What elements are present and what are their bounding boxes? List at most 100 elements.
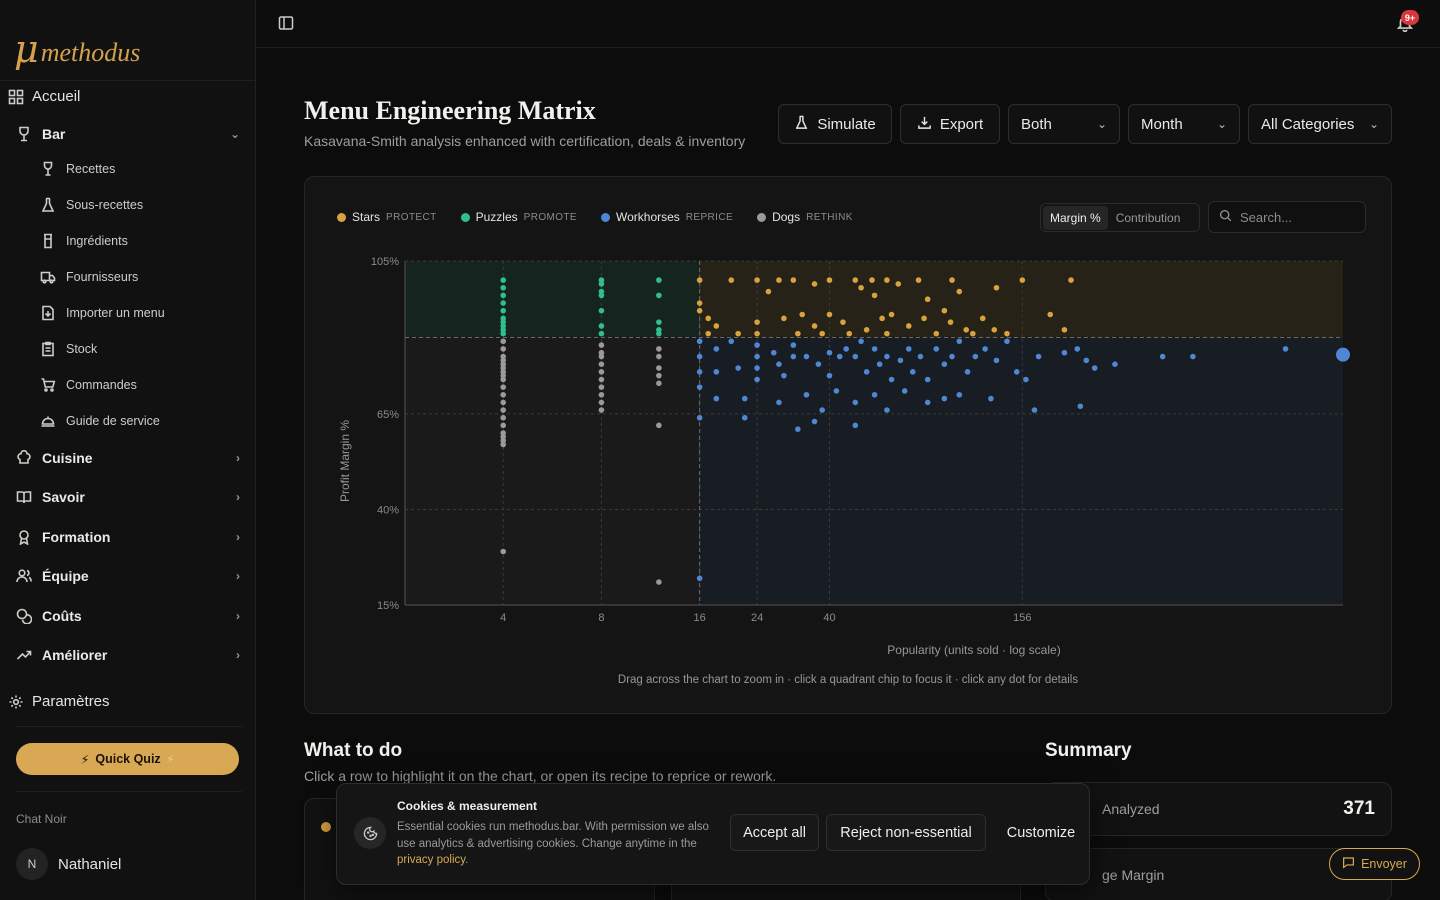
legend-chip-puzzles[interactable]: Puzzles PROMOTE [460,210,577,224]
legend-dot [757,212,767,222]
quick-quiz-button[interactable]: ⚡ Quick Quiz ⚡ [16,743,239,775]
privacy-policy-link[interactable]: privacy policy [397,854,466,866]
sidebar-group-formation[interactable]: Formation › [16,529,240,545]
legend-chip-workhorses[interactable]: Workhorses REPRICE [601,210,733,224]
sidebar-item-commandes[interactable]: Commandes [40,377,137,393]
matrix-scatter-chart[interactable]: 105% 65% 40% 15% 4 8 16 24 40 156 Popularity (unit… [305,240,1375,660]
data-point-stars [991,327,998,333]
sidebar: μ methodus Accueil Bar ⌄ Recettes Sous-r… [0,0,256,900]
sidebar-divider [0,80,256,81]
period-select-value: Month [1141,115,1183,133]
data-point-stars [811,323,818,329]
sidebar-group-cuisine[interactable]: Cuisine › [16,450,240,466]
data-point-stars [924,296,931,303]
toggle-contribution[interactable]: Contribution [1115,210,1181,225]
sidebar-item-parametres[interactable]: Paramètres [8,693,110,710]
type-select[interactable]: Both ⌄ [1008,104,1120,144]
accept-all-button[interactable]: Accept all [730,814,819,851]
send-feedback-button[interactable]: Envoyer [1329,848,1420,880]
data-point-dogs [500,384,507,390]
status-dot [321,822,331,832]
data-point-dogs [598,376,605,383]
sidebar-group-ameliorer[interactable]: Améliorer › [16,647,240,663]
export-button[interactable]: Export [900,104,1000,144]
quadrant-puzzles [405,261,700,338]
user-menu[interactable]: N Nathaniel [16,848,121,880]
sidebar-item-label: Accueil [32,88,81,105]
cloche-icon [40,413,56,429]
category-select[interactable]: All Categories ⌄ [1248,104,1392,144]
simulate-button[interactable]: Simulate [778,104,892,144]
sidebar-toggle-icon[interactable] [278,15,296,33]
data-point-workhorses [964,369,971,375]
data-point-puzzles [656,292,662,299]
metric-toggle: Margin % Contribution [1040,203,1200,232]
data-point-puzzles [598,330,605,337]
sidebar-group-equipe[interactable]: Équipe › [16,568,240,584]
quick-quiz-label: Quick Quiz [95,752,161,766]
x-tick-label: 8 [598,612,604,624]
data-point-stars [1004,330,1010,337]
type-select-value: Both [1021,115,1052,133]
legend-chip-dogs[interactable]: Dogs RETHINK [757,210,853,224]
sidebar-item-guide-service[interactable]: Guide de service [40,413,160,429]
sidebar-group-savoir[interactable]: Savoir › [16,489,240,505]
sidebar-item-label: Guide de service [66,414,160,428]
chevron-right-icon: › [236,648,240,662]
data-point-workhorses [696,575,703,582]
sidebar-item-recettes[interactable]: Recettes [40,161,115,177]
brand-logo[interactable]: μ methodus [14,30,140,68]
sidebar-item-sous-recettes[interactable]: Sous-recettes [40,197,143,213]
data-point-workhorses [924,399,931,406]
sidebar-divider [16,791,242,792]
data-point-stars [790,277,797,283]
data-point-puzzles [500,330,507,337]
toggle-margin[interactable]: Margin % [1043,205,1108,230]
sidebar-item-fournisseurs[interactable]: Fournisseurs [40,269,138,285]
y-tick-label: 105% [371,256,399,268]
sidebar-item-ingredients[interactable]: Ingrédients [40,233,128,249]
sidebar-item-accueil[interactable]: Accueil [8,88,80,105]
wine-glass-icon [16,126,32,142]
dashboard-icon [8,89,24,105]
chevron-down-icon: ⌄ [1368,117,1379,131]
cookie-text: Essential cookies run methodus.bar. With… [397,821,709,866]
sidebar-item-importer[interactable]: Importer un menu [40,305,165,321]
data-point-dogs [500,414,507,421]
reject-non-essential-button[interactable]: Reject non-essential [826,814,986,851]
chevron-down-icon: ⌄ [1216,117,1227,131]
data-point-workhorses [776,361,782,367]
sidebar-group-couts[interactable]: Coûts › [16,608,240,624]
data-point-stars [846,330,853,337]
chart-search-input[interactable]: Search... [1208,201,1366,233]
data-point-dogs [500,441,507,448]
legend-chip-stars[interactable]: Stars PROTECT [337,210,437,224]
summary-label: Analyzed [1102,801,1160,817]
legend-tag: REPRICE [685,211,734,223]
data-point-workhorses [1013,369,1020,375]
sidebar-group-label: Équipe [42,568,89,584]
data-point-stars [949,277,955,283]
data-point-stars [735,330,741,337]
data-point-workhorses [1074,346,1081,352]
data-point-workhorses [696,338,703,345]
customize-button[interactable]: Customize [1006,824,1076,841]
data-point-workhorses [909,369,916,375]
period-select[interactable]: Month ⌄ [1128,104,1240,144]
sidebar-group-bar[interactable]: Bar ⌄ [16,126,240,142]
chevron-right-icon: › [236,451,240,465]
data-point-stars [776,277,782,283]
data-point-stars [781,315,787,322]
sidebar-group-label: Bar [42,126,66,142]
data-point-workhorses [1035,353,1042,360]
data-point-workhorses [790,342,797,348]
data-point-stars [921,315,927,322]
quadrant-workhorses [699,337,1343,605]
sidebar-item-stock[interactable]: Stock [40,341,97,357]
summary-analyzed: Analyzed 371 [1045,782,1392,836]
lightning-icon: ⚡ [80,752,90,767]
search-placeholder: Search... [1240,209,1293,225]
data-point-workhorses [982,346,988,352]
data-point-workhorses [754,376,760,383]
data-point-stars [705,315,712,322]
